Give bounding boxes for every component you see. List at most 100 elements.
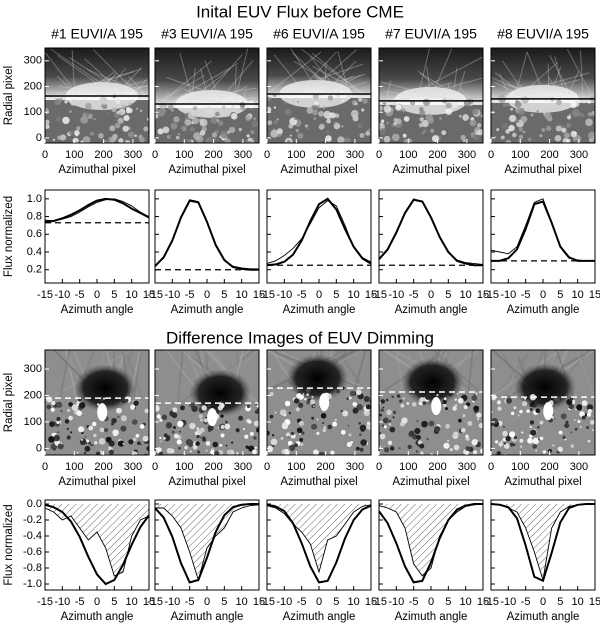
texture <box>46 404 52 410</box>
texture <box>108 449 115 455</box>
texture <box>581 400 588 407</box>
texture <box>217 120 224 126</box>
x-tick-label: 0 <box>264 461 270 473</box>
texture <box>134 134 137 138</box>
texture <box>330 450 335 455</box>
frame <box>266 349 372 456</box>
texture <box>382 406 385 409</box>
x-tick-label: -15 <box>371 596 387 608</box>
texture <box>334 418 337 422</box>
loop <box>515 62 559 100</box>
loop <box>381 81 457 102</box>
y-tick-label: 0.8 <box>27 210 42 222</box>
panel: 0 100 200 300 0 100 200 300 Azimuthal pixel Radia… <box>3 349 150 488</box>
loop <box>554 56 567 99</box>
loop <box>81 71 115 97</box>
texture <box>155 107 158 111</box>
texture <box>314 101 319 107</box>
texture <box>505 436 511 442</box>
texture <box>288 411 292 415</box>
texture <box>57 135 62 140</box>
x-tick-label: 300 <box>124 149 142 161</box>
texture <box>386 409 392 416</box>
texture <box>517 107 525 116</box>
texture <box>471 395 478 401</box>
streak <box>46 350 90 399</box>
texture <box>253 420 259 427</box>
x-tick-label: -10 <box>500 289 516 301</box>
frame <box>154 349 260 456</box>
texture <box>463 405 468 410</box>
texture <box>88 441 92 445</box>
texture <box>359 424 367 432</box>
x-tick-label: 0 <box>204 596 210 608</box>
x-tick-label: 300 <box>570 149 588 161</box>
loop <box>198 54 243 105</box>
texture <box>561 99 565 103</box>
texture <box>541 128 546 132</box>
x-tick-label: -15 <box>483 289 499 301</box>
texture <box>299 433 301 435</box>
y-tick-label: 1.0 <box>27 193 42 205</box>
texture <box>454 398 457 401</box>
flux-line <box>491 198 595 262</box>
texture <box>57 431 60 433</box>
texture <box>428 420 435 427</box>
texture <box>414 427 421 435</box>
texture <box>126 106 131 111</box>
panel: 0 100 200 300 Azimuthal pixel <box>152 349 260 488</box>
texture <box>246 404 251 409</box>
texture <box>313 405 315 407</box>
plot-area <box>379 503 483 584</box>
loop <box>385 91 456 102</box>
y-tick-label: -1.0 <box>23 578 42 590</box>
texture <box>532 444 537 449</box>
texture <box>122 442 125 445</box>
panel-title: #6 EUVI/A 195 <box>273 26 365 42</box>
loop <box>312 65 364 95</box>
loop <box>110 85 148 97</box>
texture <box>211 132 218 138</box>
texture <box>203 417 209 423</box>
streak <box>467 350 474 393</box>
loop <box>58 85 115 97</box>
y-tick-label: -0.8 <box>23 562 42 574</box>
loop <box>495 92 538 100</box>
texture <box>220 130 228 139</box>
texture <box>270 129 278 138</box>
texture <box>346 442 352 447</box>
texture <box>587 100 591 104</box>
texture <box>361 108 365 112</box>
texture <box>284 108 292 116</box>
plot-area <box>379 198 483 267</box>
texture <box>173 116 180 123</box>
frame <box>266 47 372 144</box>
texture <box>524 397 527 400</box>
loop <box>288 73 366 95</box>
texture <box>527 137 532 142</box>
texture <box>386 121 389 125</box>
loop <box>276 85 293 95</box>
texture <box>579 426 582 428</box>
texture <box>544 112 552 120</box>
texture <box>436 394 439 397</box>
loop <box>50 48 121 97</box>
texture <box>346 397 349 400</box>
texture <box>199 130 206 136</box>
x-axis-label: Azimuthal pixel <box>392 476 469 488</box>
texture <box>383 425 387 429</box>
texture <box>184 445 188 450</box>
texture <box>177 133 181 136</box>
texture <box>539 420 544 425</box>
texture <box>220 424 225 430</box>
texture <box>243 428 246 431</box>
x-tick-label: 10 <box>348 289 360 301</box>
texture <box>318 110 324 117</box>
loop <box>94 79 147 97</box>
texture <box>254 446 257 449</box>
flux-line <box>155 199 259 271</box>
plot-area <box>379 48 483 143</box>
texture <box>285 432 291 437</box>
flux-line <box>155 199 259 270</box>
x-axis-label: Azimuth angle <box>61 304 134 316</box>
